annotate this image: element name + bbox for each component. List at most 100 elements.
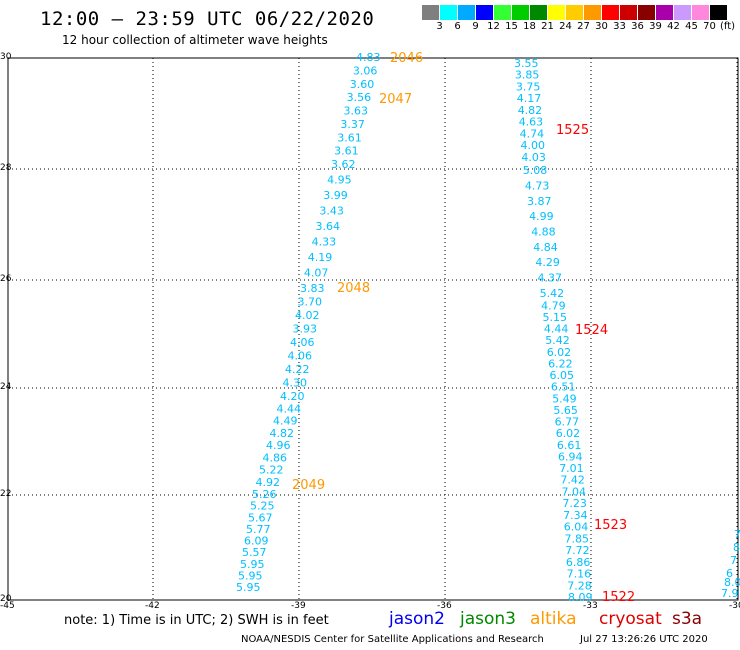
color-scale-label: 30 [595, 21, 608, 32]
y-tick-label: 26 [0, 274, 12, 284]
wave-height-value: 8 [733, 541, 740, 554]
color-scale-label: (ft) [719, 21, 736, 32]
wave-height-value: 5.26 [252, 488, 277, 501]
footer-timestamp: Jul 27 13:26:26 UTC 2020 [580, 634, 708, 645]
wave-height-value: 6.22 [548, 357, 573, 370]
color-swatch [692, 5, 710, 20]
wave-height-value: 5.15 [543, 311, 568, 324]
wave-height-value: 5.08 [523, 164, 548, 177]
color-scale-label: 70 [703, 21, 716, 32]
wave-height-value: 3.75 [516, 81, 541, 94]
wave-height-value: 4.07 [304, 267, 329, 280]
y-tick-label: 24 [0, 382, 12, 392]
wave-height-value: 4.74 [520, 128, 545, 141]
wave-height-value: 8.09 [568, 591, 593, 604]
footer-note: note: 1) Time is in UTC; 2) SWH is in fe… [64, 613, 329, 628]
wave-height-value: 3.70 [298, 296, 323, 309]
pass-label: 2048 [337, 281, 370, 296]
color-scale-label: 6 [454, 21, 461, 32]
wave-height-value: 7.9 [721, 587, 739, 600]
wave-height-value: 3.64 [316, 220, 341, 233]
wave-height-color-scale [422, 5, 728, 20]
wave-height-value: 4.79 [541, 299, 566, 312]
wave-height-value: 3.85 [515, 69, 540, 82]
wave-height-value: 4.88 [531, 226, 556, 239]
wave-height-value: 3.43 [319, 205, 344, 218]
wave-height-value: 3.37 [340, 118, 365, 131]
color-scale-label: 3 [436, 21, 443, 32]
color-scale-label: 36 [631, 21, 644, 32]
color-swatch [566, 5, 584, 20]
wave-height-value: 5.42 [540, 287, 565, 300]
color-swatch [458, 5, 476, 20]
wave-height-value: 7.23 [562, 497, 587, 510]
wave-height-value: 6.05 [550, 369, 575, 382]
wave-height-value: 6 [726, 567, 733, 580]
pass-labels: 2046 2047 2048 2049 1525 1524 1523 1522 [292, 51, 635, 605]
wave-height-value: 6.02 [556, 427, 581, 440]
wave-height-value: 7.72 [565, 544, 590, 557]
x-tick-label: -30 [729, 601, 740, 611]
color-swatch [440, 5, 458, 20]
x-tick-label: -45 [0, 601, 15, 611]
wave-height-value: 3.61 [337, 131, 362, 144]
color-scale-label: 21 [541, 21, 554, 32]
color-scale-label: 39 [649, 21, 662, 32]
wave-height-value: 4.49 [273, 415, 298, 428]
legend-jason2: jason2 [389, 609, 445, 629]
wave-height-value: 5.95 [240, 558, 265, 571]
wave-height-value: 4.19 [308, 251, 333, 264]
color-scale-label: 12 [487, 21, 500, 32]
color-scale-label: 33 [613, 21, 626, 32]
y-tick-label: 20 [0, 594, 12, 604]
footer-credit: NOAA/NESDIS Center for Satellite Applica… [241, 634, 544, 645]
wave-height-value: 4.37 [538, 272, 563, 285]
wave-height-value: 7.85 [565, 532, 590, 545]
wave-height-value: 3.61 [334, 145, 359, 158]
pass-label: 2046 [390, 51, 423, 66]
wave-height-value: 6.09 [244, 535, 269, 548]
color-swatch [602, 5, 620, 20]
pass-label: 2049 [292, 478, 325, 493]
wave-height-value: 4.82 [518, 104, 543, 117]
wave-height-value: 3.63 [344, 105, 369, 118]
pass-label: 1524 [575, 323, 608, 338]
wave-height-value: 4.84 [533, 241, 558, 254]
y-tick-label: 22 [0, 489, 12, 499]
color-swatch [656, 5, 674, 20]
wave-height-value: 7 [730, 554, 737, 567]
wave-height-value: 5.67 [248, 511, 273, 524]
legend-s3a: s3a [672, 609, 703, 629]
color-swatch [512, 5, 530, 20]
wave-height-value: 4.17 [517, 92, 542, 105]
wave-height-value: 4.86 [263, 451, 288, 464]
color-swatch [710, 5, 728, 20]
color-swatch [638, 5, 656, 20]
wave-height-value: 3.62 [331, 158, 356, 171]
wave-height-value: 4.03 [521, 151, 546, 164]
wave-height-value: 3.60 [350, 78, 375, 91]
wave-height-value: 3.06 [353, 64, 378, 77]
wave-height-value: 4.30 [283, 377, 308, 390]
color-swatch [530, 5, 548, 20]
legend-cryosat: cryosat [599, 609, 662, 629]
wave-height-value: 5.57 [242, 546, 267, 559]
wave-height-value: 4.06 [290, 336, 315, 349]
wave-height-value: 6.77 [555, 416, 580, 429]
color-scale-label: 24 [559, 21, 572, 32]
wave-height-value: 4.22 [285, 363, 310, 376]
wave-height-value: 4.20 [280, 390, 305, 403]
wave-height-value: 5.42 [545, 334, 570, 347]
color-swatch [476, 5, 494, 20]
wave-height-value: 4.02 [295, 309, 320, 322]
legend-jason3: jason3 [460, 609, 516, 629]
legend-altika: altika [530, 609, 577, 629]
wave-height-value: 4.29 [535, 256, 560, 269]
wave-height-value: 4.33 [312, 236, 337, 249]
wave-height-value: 7.01 [559, 462, 584, 475]
wave-height-value: 8.0 [724, 576, 740, 589]
wave-height-value: 5.49 [552, 392, 577, 405]
wave-height-value: 4.63 [519, 116, 544, 129]
map-title: 12:00 – 23:59 UTC 06/22/2020 [40, 8, 375, 30]
wave-height-value: 3.56 [347, 91, 372, 104]
